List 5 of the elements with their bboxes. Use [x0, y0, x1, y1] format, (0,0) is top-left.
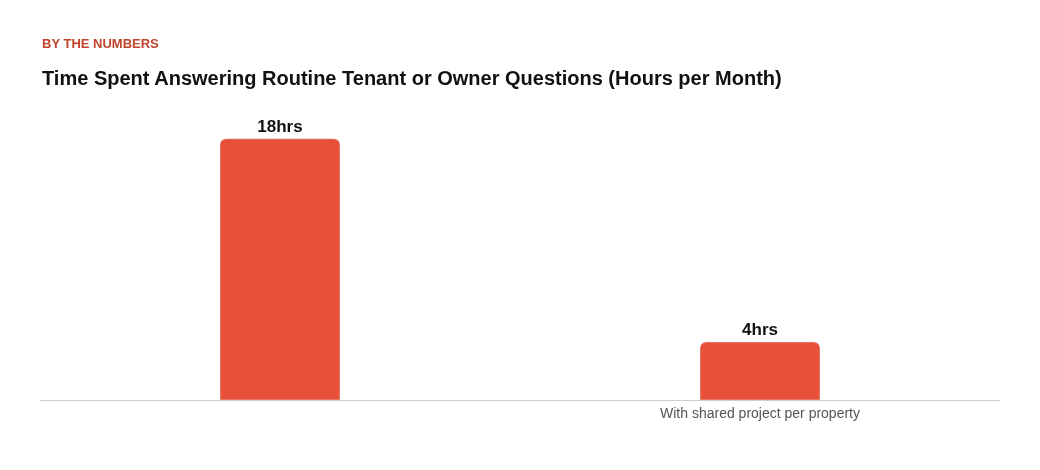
text: BY THE NUMBERS — [42, 36, 160, 51]
chart-title: Time Spent Answering Routine Tenant or Owner Questions (Hours per Month) — [42, 67, 782, 89]
x-tick-label: With shared project per property — [660, 404, 860, 421]
data-label: 18hrs — [257, 116, 303, 136]
data-label: 4hrs — [742, 319, 778, 339]
